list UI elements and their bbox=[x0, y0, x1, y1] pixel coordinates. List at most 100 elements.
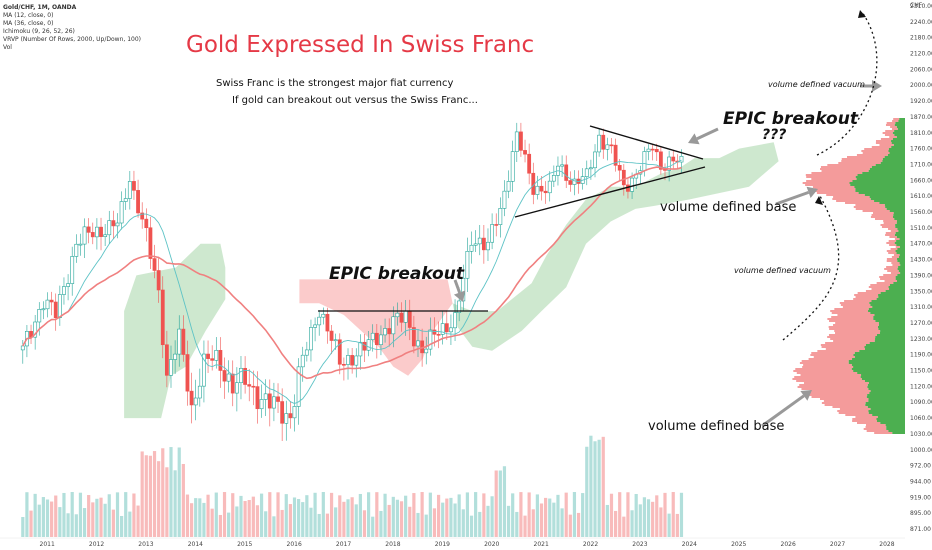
profile-up-bar bbox=[895, 232, 905, 234]
profile-up-bar bbox=[882, 158, 905, 160]
profile-down-bar bbox=[820, 166, 872, 168]
candle-body bbox=[230, 373, 235, 394]
candle-body bbox=[358, 341, 363, 357]
candle-body bbox=[354, 355, 359, 366]
indicator-ma12[interactable]: MA (12, close, 0) bbox=[3, 12, 54, 19]
candle-body bbox=[152, 258, 157, 271]
profile-down-bar bbox=[799, 384, 868, 386]
profile-up-bar bbox=[851, 368, 905, 370]
profile-up-bar bbox=[880, 422, 905, 424]
candle-body bbox=[514, 131, 519, 152]
profile-up-bar bbox=[868, 170, 905, 172]
profile-down-bar bbox=[865, 424, 886, 426]
profile-up-bar bbox=[870, 198, 905, 200]
profile-up-bar bbox=[867, 394, 905, 396]
volume-bar bbox=[58, 507, 62, 537]
profile-down-bar bbox=[885, 130, 895, 132]
candle-body bbox=[132, 181, 136, 191]
volume-bar bbox=[111, 509, 115, 537]
candle-body bbox=[613, 144, 618, 166]
indicator-vrvp[interactable]: VRVP (Number Of Rows, 2000, Up/Down, 100… bbox=[3, 36, 141, 43]
volume-bar bbox=[371, 516, 375, 537]
candle-body bbox=[99, 226, 103, 237]
volume-bar bbox=[552, 502, 556, 537]
profile-down-bar bbox=[792, 378, 862, 380]
profile-down-bar bbox=[834, 330, 881, 332]
volume-bar bbox=[511, 493, 515, 537]
volume-bar bbox=[247, 499, 251, 537]
note-line-2: If gold can breakout out versus the Swis… bbox=[232, 95, 478, 106]
candle-body bbox=[267, 393, 272, 409]
x-tick-label: 2018 bbox=[385, 541, 400, 548]
profile-up-bar bbox=[897, 274, 905, 276]
profile-down-bar bbox=[861, 150, 889, 152]
indicator-ichimoku[interactable]: Ichimoku (9, 26, 52, 26) bbox=[3, 28, 75, 35]
profile-up-bar bbox=[865, 348, 905, 350]
volume-bar bbox=[33, 493, 37, 537]
candle-body bbox=[374, 332, 379, 346]
volume-bar bbox=[301, 502, 305, 537]
profile-down-bar bbox=[794, 376, 861, 378]
candle-body bbox=[313, 324, 317, 328]
candle-body bbox=[407, 310, 412, 328]
x-tick-label: 2015 bbox=[237, 541, 252, 548]
volume-bar bbox=[350, 497, 354, 537]
profile-down-bar bbox=[837, 410, 869, 412]
candle-body bbox=[667, 156, 672, 171]
volume-bar bbox=[136, 505, 140, 537]
volume-bar bbox=[408, 506, 412, 537]
volume-bar bbox=[358, 493, 362, 537]
profile-down-bar bbox=[832, 198, 871, 200]
candle-body bbox=[436, 334, 441, 336]
candle-body bbox=[78, 243, 83, 246]
profile-down-bar bbox=[797, 386, 868, 388]
candle-body bbox=[222, 370, 227, 382]
indicator-vol[interactable]: Vol bbox=[3, 44, 12, 51]
profile-up-bar bbox=[893, 212, 905, 214]
arrow-to-bottom-base-head bbox=[800, 390, 812, 401]
profile-down-bar bbox=[801, 388, 869, 390]
volume-bar bbox=[95, 498, 99, 537]
candle-body bbox=[370, 332, 375, 341]
profile-down-bar bbox=[886, 258, 898, 260]
profile-up-bar bbox=[877, 334, 905, 336]
profile-up-bar bbox=[870, 408, 905, 410]
volume-bar bbox=[54, 495, 58, 537]
volume-bar bbox=[78, 492, 83, 537]
profile-up-bar bbox=[868, 398, 905, 400]
volume-bar bbox=[218, 514, 222, 537]
volume-bar bbox=[62, 492, 66, 537]
candle-body bbox=[444, 323, 449, 333]
profile-up-bar bbox=[870, 390, 905, 392]
candle-body bbox=[251, 385, 256, 388]
profile-down-bar bbox=[842, 306, 873, 308]
profile-up-bar bbox=[895, 122, 905, 124]
volume-bar bbox=[284, 494, 288, 537]
profile-up-bar bbox=[855, 190, 905, 192]
volume-bar bbox=[305, 495, 309, 537]
candle-body bbox=[296, 366, 301, 407]
profile-down-bar bbox=[827, 336, 876, 338]
y-tick-label: 1390.00 bbox=[910, 272, 932, 279]
profile-down-bar bbox=[882, 132, 893, 134]
volume-bar bbox=[482, 493, 486, 537]
profile-down-bar bbox=[883, 274, 898, 276]
profile-down-bar bbox=[838, 162, 881, 164]
profile-up-bar bbox=[885, 290, 905, 292]
profile-down-bar bbox=[880, 224, 896, 226]
y-tick-label: 1150.00 bbox=[910, 368, 932, 375]
dotted-path-upper-head bbox=[858, 10, 866, 18]
volume-bar bbox=[91, 502, 95, 537]
profile-up-bar bbox=[879, 202, 905, 204]
profile-up-bar bbox=[896, 252, 905, 254]
candle-body bbox=[498, 208, 503, 225]
profile-up-bar bbox=[893, 216, 905, 218]
profile-down-bar bbox=[888, 240, 897, 242]
profile-down-bar bbox=[799, 362, 849, 364]
x-tick-label: 2024 bbox=[682, 541, 697, 548]
profile-down-bar bbox=[888, 252, 897, 254]
indicator-ma36[interactable]: MA (36, close, 0) bbox=[3, 20, 54, 27]
profile-up-bar bbox=[867, 386, 905, 388]
candle-body bbox=[428, 329, 433, 350]
